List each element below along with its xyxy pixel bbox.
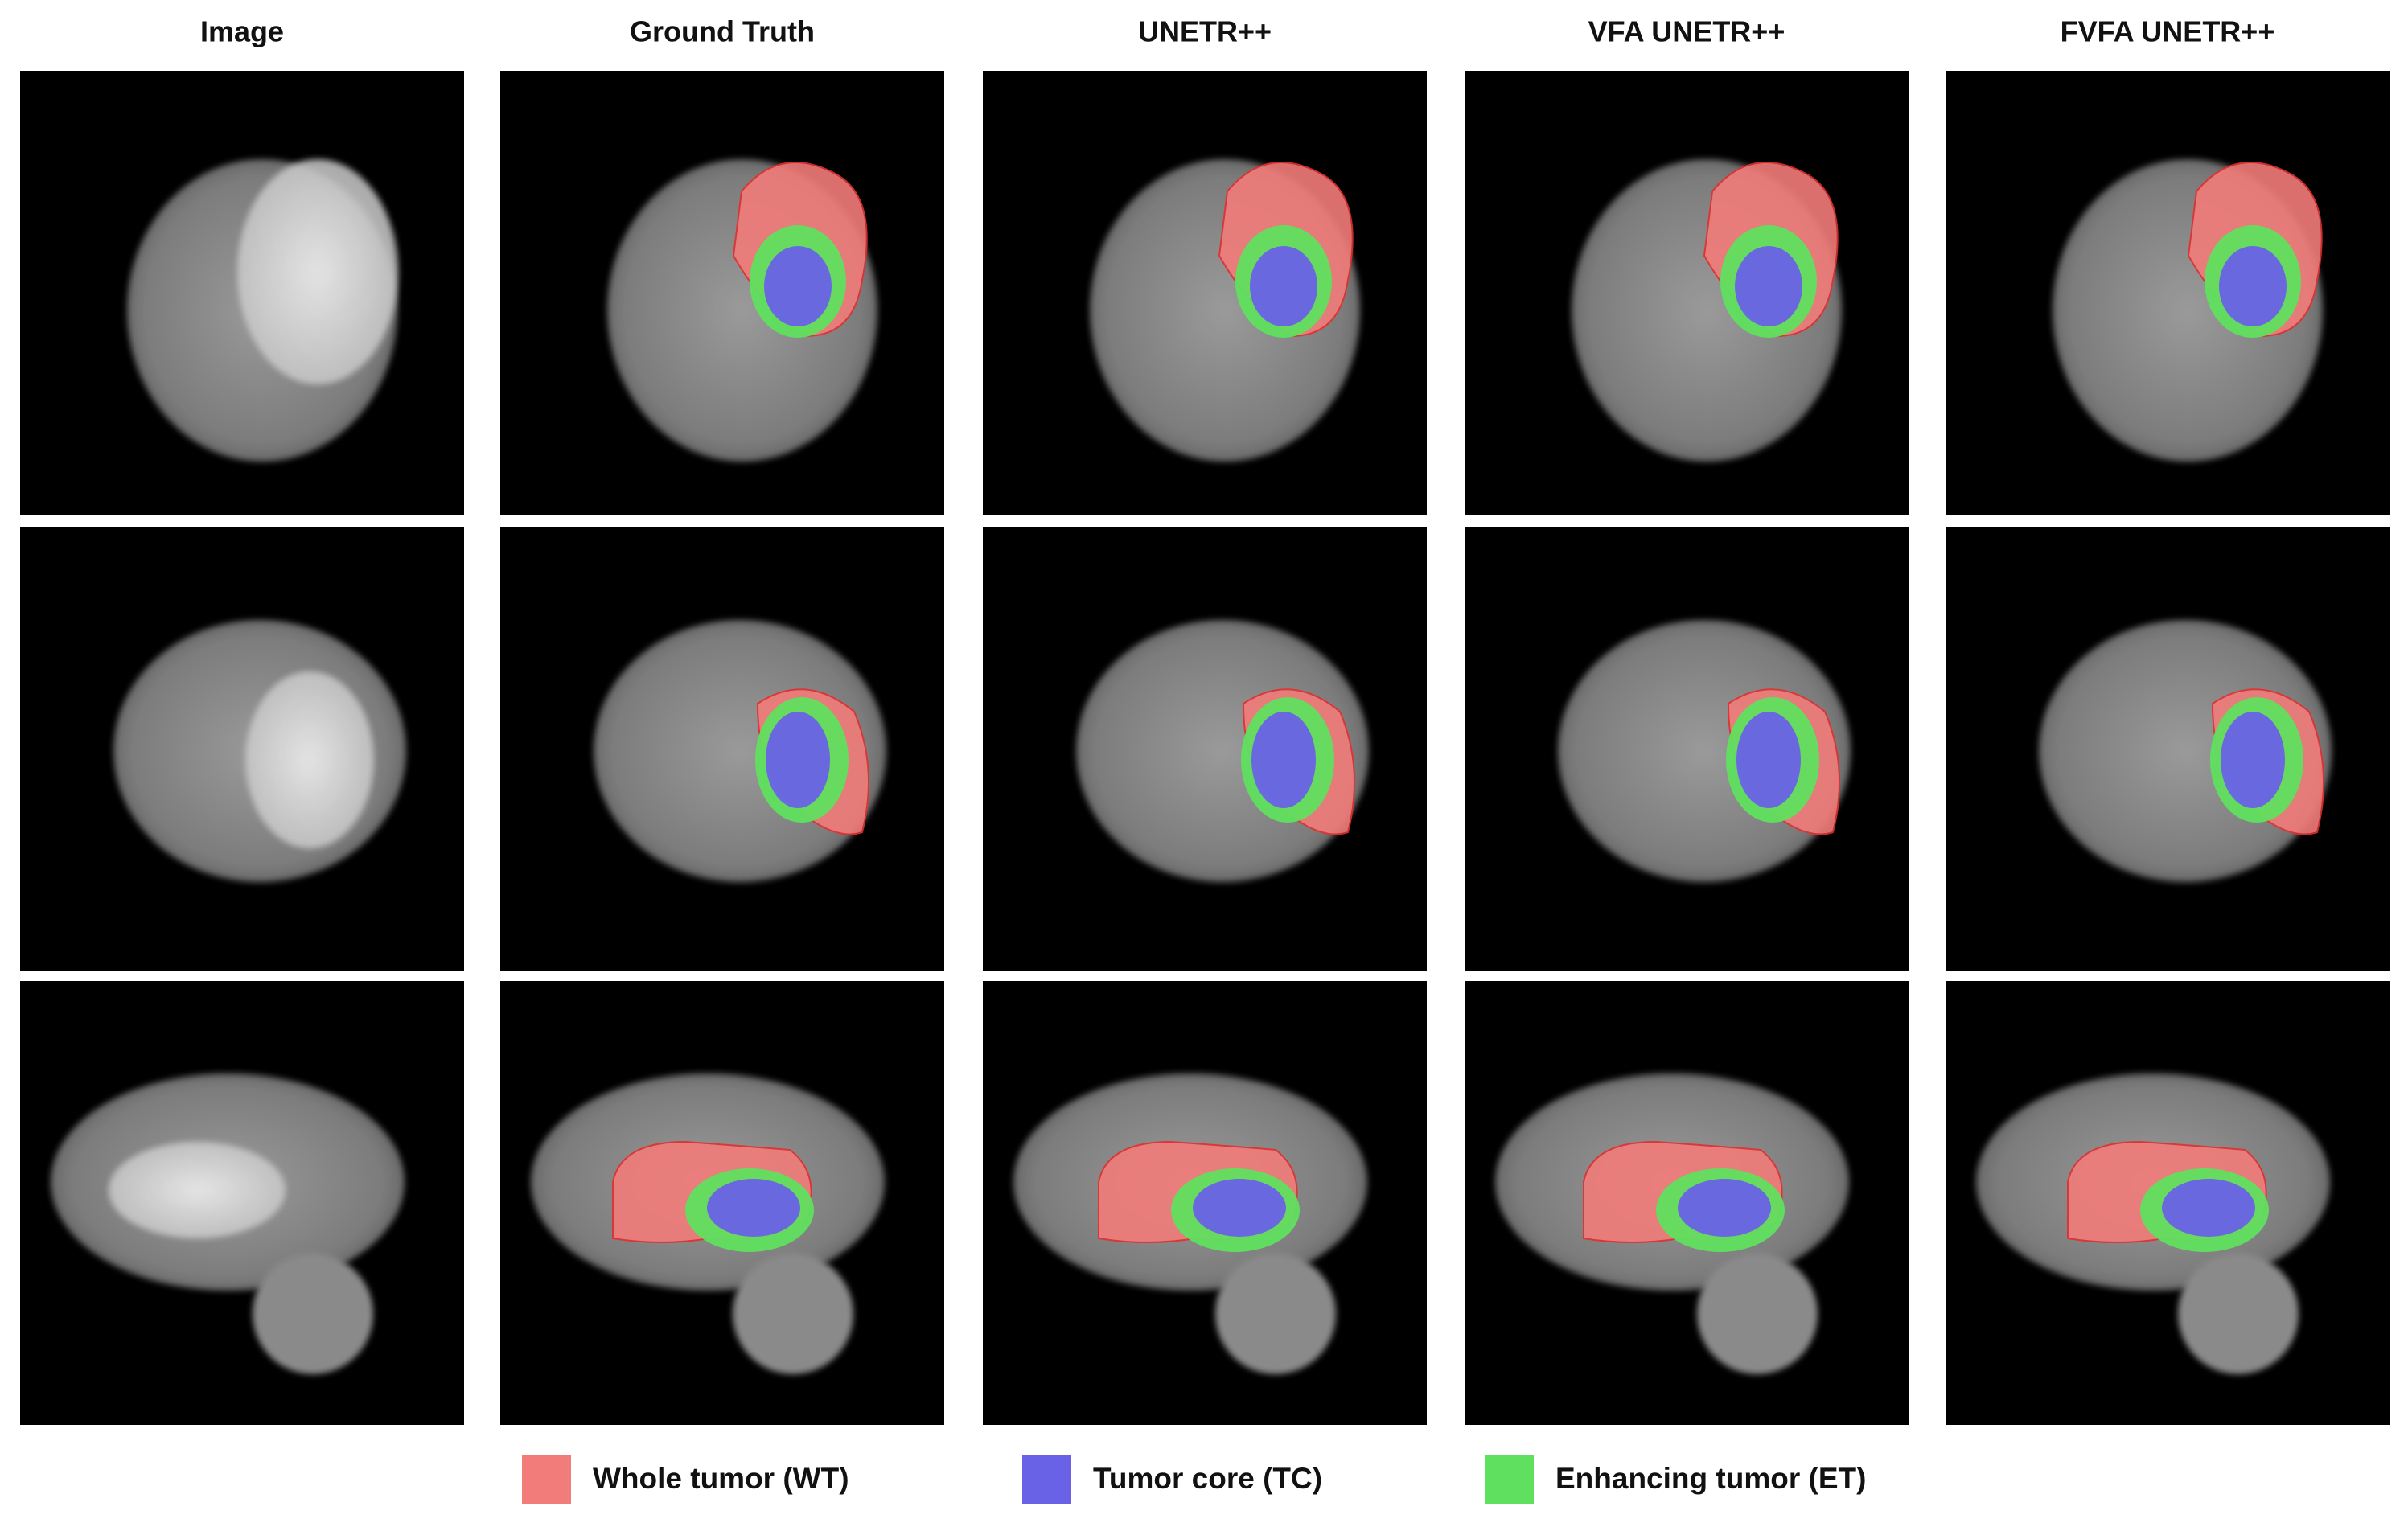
- tumor-core-overlay: [1735, 246, 1802, 326]
- scan-panel: [983, 527, 1427, 971]
- cerebellum: [733, 1254, 853, 1374]
- cerebellum: [1697, 1254, 1818, 1374]
- column-title: FVFA UNETR++: [2061, 15, 2275, 48]
- tumor-intensity: [245, 671, 374, 848]
- scan-panel: [1946, 527, 2390, 971]
- tumor-core-overlay: [1193, 1179, 1286, 1237]
- scan-panel: [20, 981, 464, 1425]
- tumor-core-overlay: [707, 1179, 800, 1237]
- tumor-core-overlay: [764, 246, 832, 326]
- legend-label: Enhancing tumor (ET): [1555, 1462, 1866, 1495]
- scan-panel: [1946, 981, 2390, 1425]
- column-title: Ground Truth: [630, 15, 815, 48]
- tumor-intensity: [109, 1142, 286, 1238]
- tumor-intensity: [237, 159, 398, 384]
- legend-swatch: [1022, 1455, 1071, 1504]
- cerebellum: [2178, 1254, 2299, 1374]
- column-title: Image: [200, 15, 284, 48]
- scan-panel: [20, 527, 464, 971]
- cerebellum: [1215, 1254, 1336, 1374]
- tumor-core-overlay: [1251, 712, 1316, 808]
- scan-panel: [1465, 71, 1909, 515]
- scan-panel: [1465, 527, 1909, 971]
- legend-swatch: [522, 1455, 571, 1504]
- scan-panel: [500, 981, 944, 1425]
- tumor-core-overlay: [1736, 712, 1801, 808]
- scan-panel: [1465, 981, 1909, 1425]
- cerebellum: [253, 1254, 373, 1374]
- legend-swatch: [1485, 1455, 1534, 1504]
- tumor-core-overlay: [2219, 246, 2287, 326]
- scan-panel: [500, 71, 944, 515]
- legend-label: Whole tumor (WT): [593, 1462, 849, 1495]
- scan-panel: [20, 71, 464, 515]
- legend-label: Tumor core (TC): [1093, 1462, 1322, 1495]
- scan-panel: [983, 71, 1427, 515]
- column-title: UNETR++: [1138, 15, 1272, 48]
- tumor-core-overlay: [1250, 246, 1317, 326]
- tumor-core-overlay: [2162, 1179, 2255, 1237]
- tumor-core-overlay: [1678, 1179, 1771, 1237]
- tumor-core-overlay: [766, 712, 830, 808]
- scan-panel: [500, 527, 944, 971]
- column-title: VFA UNETR++: [1588, 15, 1785, 48]
- scan-panel: [983, 981, 1427, 1425]
- scan-panel: [1946, 71, 2390, 515]
- tumor-core-overlay: [2221, 712, 2285, 808]
